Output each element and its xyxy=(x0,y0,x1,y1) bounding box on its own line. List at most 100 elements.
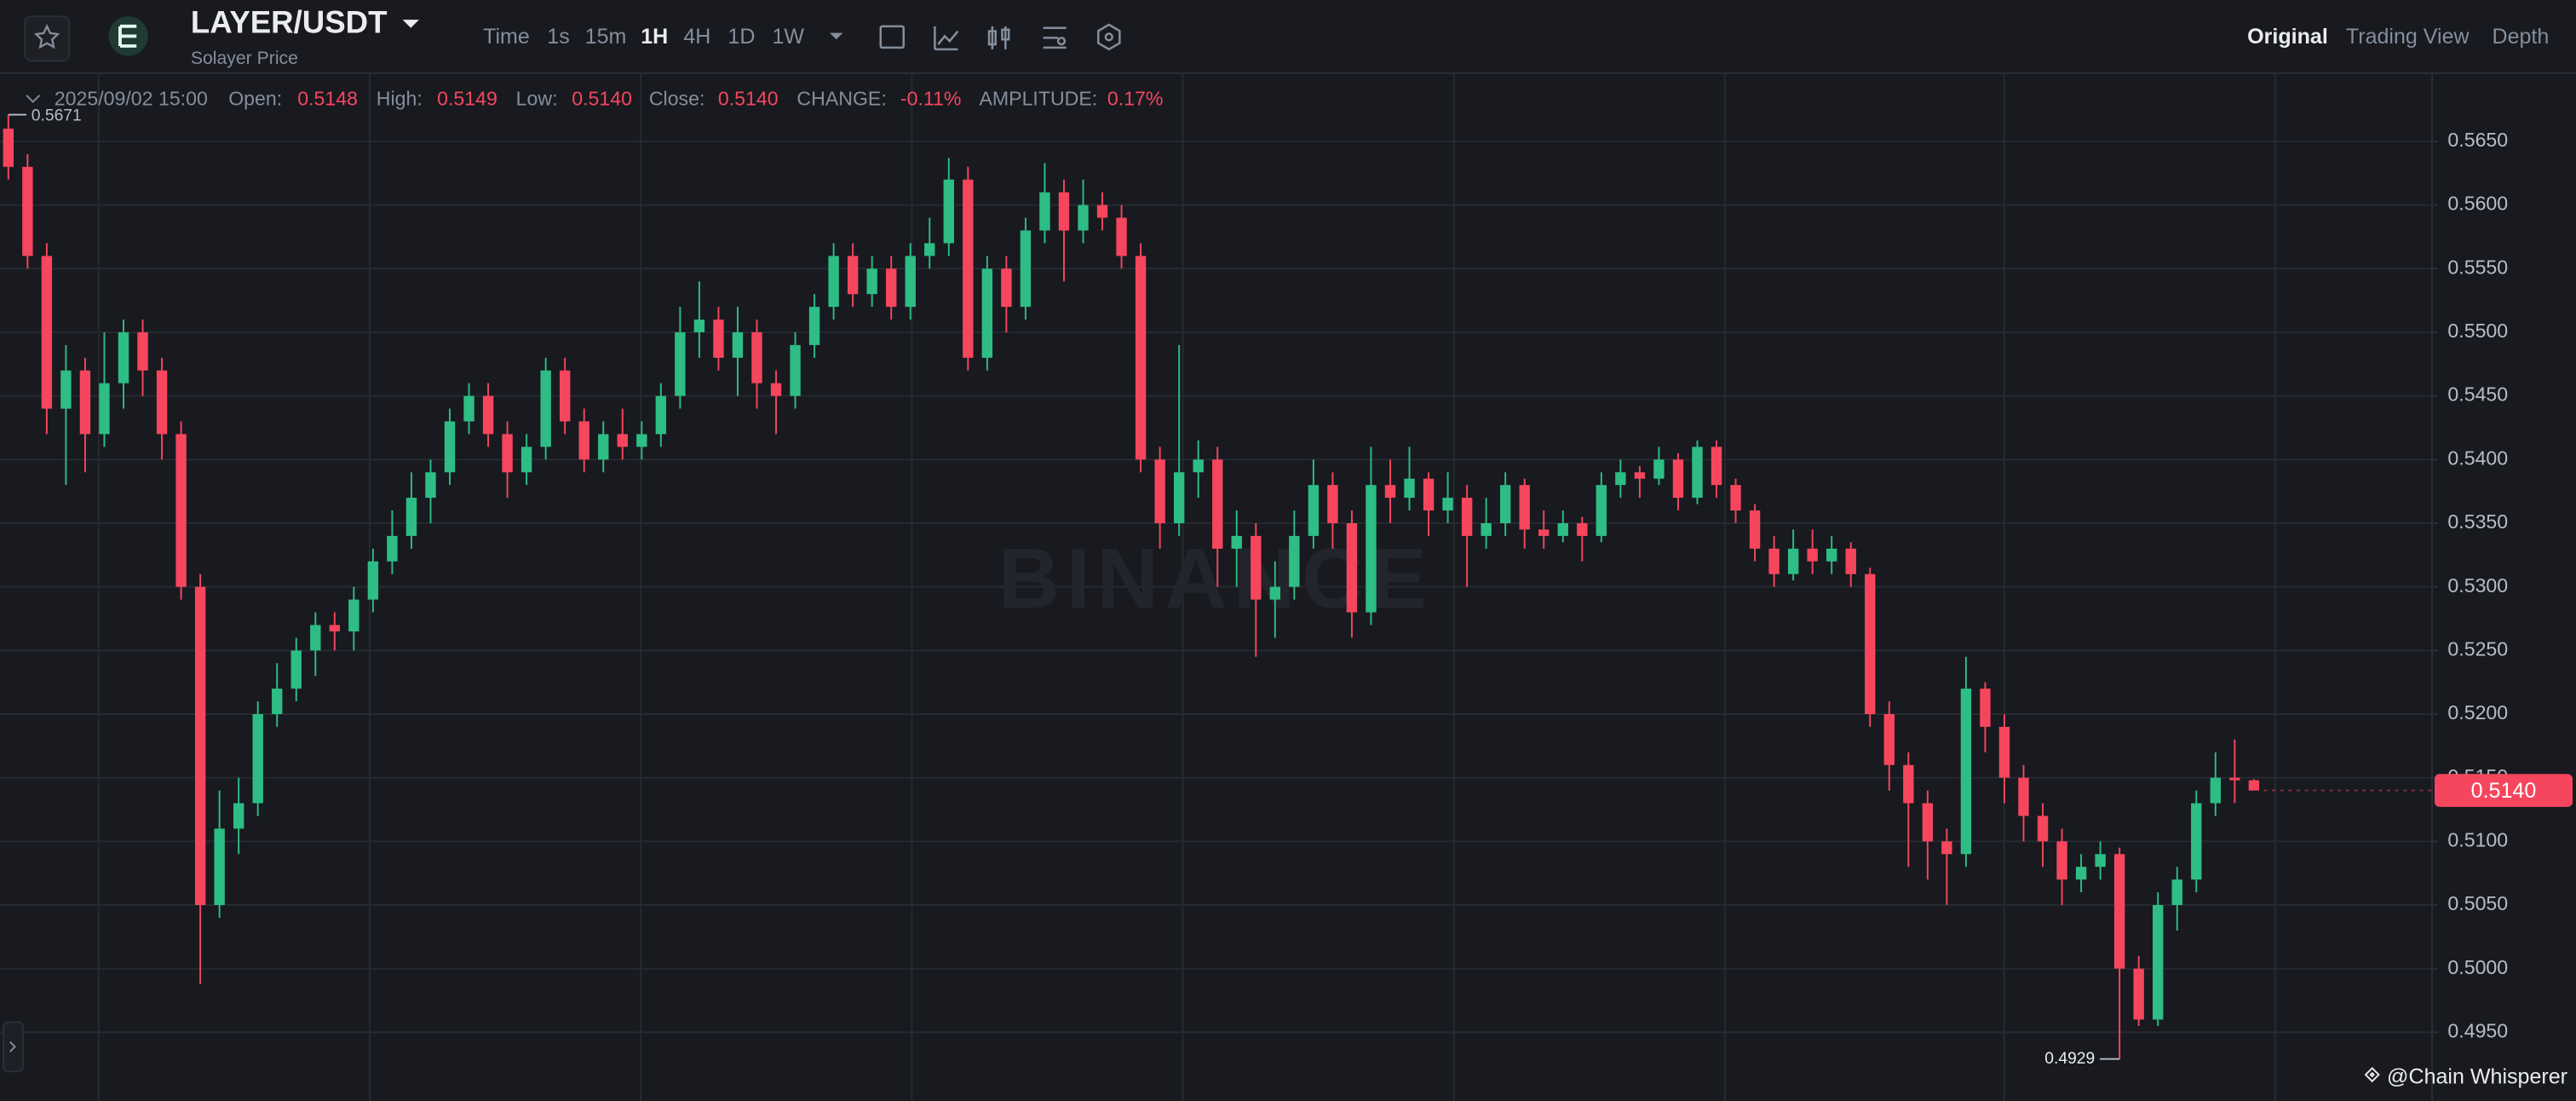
candle-body xyxy=(272,689,283,714)
interval-tab[interactable]: 1D xyxy=(727,25,755,49)
candle-body xyxy=(367,561,379,600)
interval-tab[interactable]: 15m xyxy=(585,25,627,49)
candle-body xyxy=(1269,586,1281,600)
candle-body xyxy=(118,331,129,383)
pair-name[interactable]: LAYER/USDT xyxy=(191,5,388,40)
icon-candles[interactable] xyxy=(987,26,1010,49)
candle-body xyxy=(1499,485,1511,523)
candle-body xyxy=(1058,192,1070,231)
y-tick-label: 0.5650 xyxy=(2447,129,2508,151)
candle-body xyxy=(1116,217,1127,257)
candle-body xyxy=(1519,485,1530,530)
star-icon xyxy=(33,24,60,49)
candle-body xyxy=(444,421,456,473)
credit: @Chain Whisperer xyxy=(2387,1065,2567,1089)
candle-body xyxy=(1807,548,1818,562)
info-value: 0.5149 xyxy=(437,88,497,110)
candle-body xyxy=(886,268,897,308)
candle-body xyxy=(981,268,993,358)
candle-body xyxy=(99,383,110,435)
candle-body xyxy=(348,599,359,631)
interval-tab[interactable]: Time xyxy=(483,25,530,49)
info-label: Low: xyxy=(516,88,558,110)
icon-indicator[interactable] xyxy=(934,26,959,51)
info-time: 2025/09/02 15:00 xyxy=(55,88,208,110)
pair-subtitle[interactable]: Solayer Price xyxy=(191,49,298,68)
pair-caret[interactable] xyxy=(402,20,419,28)
candle-body xyxy=(1289,535,1300,587)
candle-body xyxy=(175,434,187,587)
candle-body xyxy=(2018,777,2029,816)
favorite-button[interactable] xyxy=(24,15,71,62)
view-tab[interactable]: Depth xyxy=(2492,25,2549,49)
y-tick-label: 0.5400 xyxy=(2447,447,2508,469)
icon-settings[interactable] xyxy=(1097,23,1121,51)
candle-body xyxy=(520,447,532,473)
candle-body xyxy=(194,586,206,906)
y-tick-label: 0.5500 xyxy=(2447,320,2508,342)
side-toggle[interactable] xyxy=(3,1021,25,1073)
y-tick-label: 0.5300 xyxy=(2447,574,2508,597)
interval-tab[interactable]: 1s xyxy=(547,25,569,49)
y-tick-label: 0.5550 xyxy=(2447,256,2508,278)
info-label: AMPLITUDE: xyxy=(979,88,1097,110)
candle-body xyxy=(1615,472,1626,486)
y-tick-label: 0.5050 xyxy=(2447,892,2508,914)
candle-body xyxy=(1461,498,1473,536)
info-label: High: xyxy=(377,88,423,110)
interval-more[interactable] xyxy=(829,32,843,40)
candle-body xyxy=(137,331,148,371)
candle-body xyxy=(1922,803,1934,842)
candle-body xyxy=(655,395,667,435)
collapse-icon[interactable] xyxy=(26,95,41,103)
candle-body xyxy=(790,344,801,396)
candle-body xyxy=(1998,726,2010,778)
candle-body xyxy=(905,256,916,308)
info-value: 0.5148 xyxy=(297,88,358,110)
candle-body xyxy=(808,307,820,345)
icon-calendar[interactable] xyxy=(879,25,906,49)
icon-settings-list[interactable] xyxy=(1043,26,1067,49)
view-tab[interactable]: Original xyxy=(2247,25,2328,49)
toolbar xyxy=(0,0,2576,72)
candle-body xyxy=(405,498,417,536)
candle-body xyxy=(1980,689,1991,727)
candle-body xyxy=(636,434,647,447)
candle-body xyxy=(214,828,225,906)
candle-body xyxy=(1096,205,1108,218)
candle-body xyxy=(1960,689,1972,855)
candle-body xyxy=(1538,529,1550,536)
y-tick-label: 0.5250 xyxy=(2447,637,2508,660)
low-marker-label: 0.4929 xyxy=(2044,1050,2095,1068)
interval-tab[interactable]: 1H xyxy=(641,25,668,49)
candle-body xyxy=(2095,854,2106,868)
candle-body xyxy=(1020,230,1032,308)
info-label: CHANGE: xyxy=(796,88,886,110)
candle-body xyxy=(1883,713,1895,765)
info-label: Close: xyxy=(649,88,705,110)
candle-body xyxy=(693,320,705,332)
candle-body xyxy=(924,243,935,257)
candle-body xyxy=(1327,485,1338,523)
candle-body xyxy=(156,370,168,435)
candle-body xyxy=(1730,485,1741,511)
interval-tab[interactable]: 1W xyxy=(772,25,804,49)
candle-body xyxy=(943,179,954,244)
interval-tab[interactable]: 4H xyxy=(683,25,710,49)
candle-body xyxy=(2056,841,2067,880)
candle-body xyxy=(1672,459,1684,499)
candle-body xyxy=(502,434,513,473)
candle-body xyxy=(482,395,494,435)
view-tab[interactable]: Trading View xyxy=(2346,25,2470,49)
info-value: 0.17% xyxy=(1107,88,1164,110)
candle-body xyxy=(559,370,571,422)
candle-body xyxy=(1135,256,1147,460)
candle-body xyxy=(828,256,839,308)
tool-icons xyxy=(879,23,1121,51)
candle-body xyxy=(1442,498,1453,511)
candle-body xyxy=(713,320,724,358)
candle-body xyxy=(79,370,91,435)
candle-body xyxy=(1231,535,1242,549)
candle-body xyxy=(1001,268,1012,308)
